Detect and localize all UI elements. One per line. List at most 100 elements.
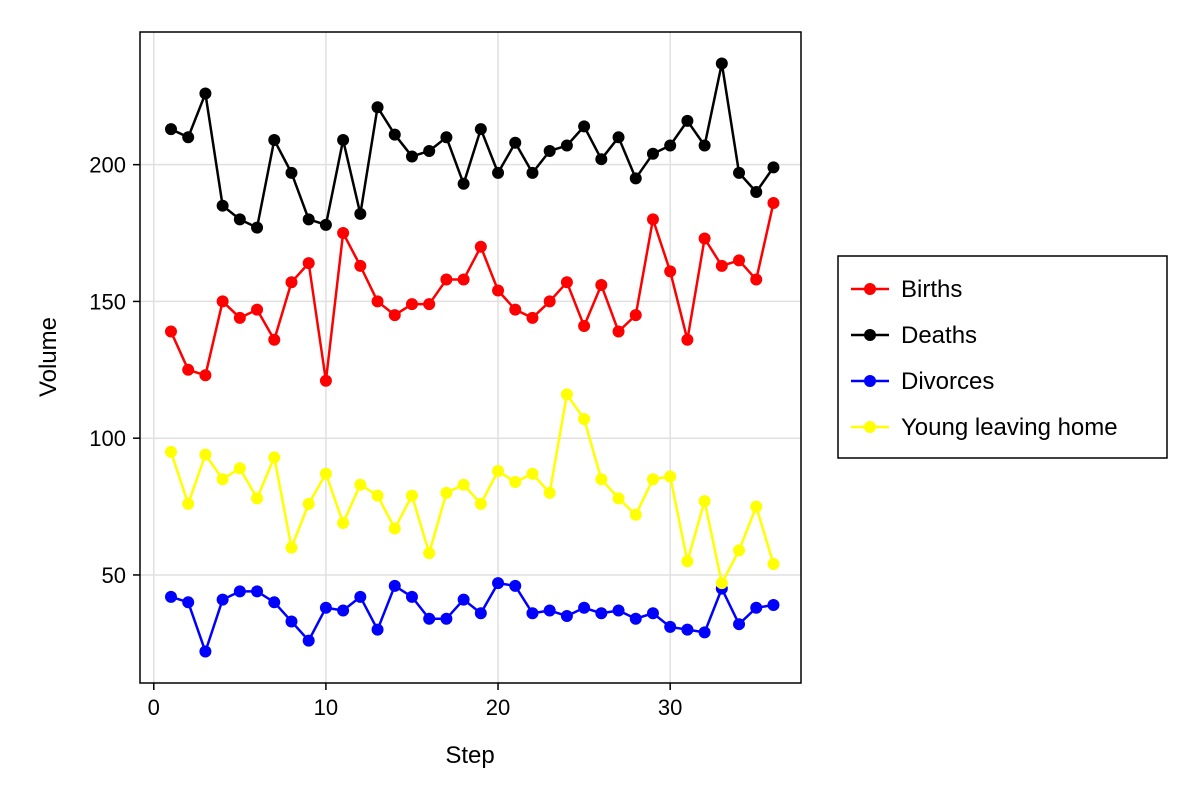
data-point-births (457, 273, 470, 286)
x-axis-ticks: 0 10 20 30 (148, 683, 682, 720)
data-point-deaths (233, 213, 246, 226)
data-point-births (474, 240, 487, 253)
data-point-young-leaving-home (268, 451, 281, 464)
data-point-young-leaving-home (474, 497, 487, 510)
data-point-deaths (612, 131, 625, 144)
data-point-births (526, 311, 539, 324)
data-point-births (371, 295, 384, 308)
legend-label: Divorces (901, 368, 994, 395)
data-point-young-leaving-home (199, 448, 212, 461)
data-point-deaths (560, 139, 573, 152)
data-point-divorces (509, 579, 522, 592)
data-point-births (664, 265, 677, 278)
data-point-young-leaving-home (216, 473, 229, 486)
legend-item-deaths: Deaths (851, 322, 977, 349)
series-divorces (164, 577, 780, 658)
data-point-deaths (388, 128, 401, 141)
data-point-births (164, 325, 177, 338)
legend-label: Deaths (901, 322, 977, 349)
data-point-births (767, 196, 780, 209)
data-point-young-leaving-home (509, 475, 522, 488)
data-point-divorces (578, 601, 591, 614)
data-point-young-leaving-home (560, 388, 573, 401)
data-point-births (750, 273, 763, 286)
data-point-divorces (354, 590, 367, 603)
data-point-births (440, 273, 453, 286)
data-point-deaths (302, 213, 315, 226)
data-point-deaths (337, 134, 350, 147)
data-point-divorces (319, 601, 332, 614)
data-point-young-leaving-home (319, 467, 332, 480)
data-point-deaths (646, 147, 659, 160)
data-point-births (199, 369, 212, 382)
data-point-births (492, 284, 505, 297)
data-point-divorces (733, 618, 746, 631)
data-point-births (595, 279, 608, 292)
legend-swatch-marker (864, 329, 876, 341)
data-point-divorces (302, 634, 315, 647)
data-point-births (388, 309, 401, 322)
data-point-divorces (595, 607, 608, 620)
legend-item-divorces: Divorces (851, 368, 994, 395)
data-point-divorces (612, 604, 625, 617)
data-point-births (216, 295, 229, 308)
y-tick-label: 100 (89, 426, 126, 451)
legend-swatch-marker (864, 375, 876, 387)
data-point-divorces (233, 585, 246, 598)
data-point-divorces (526, 607, 539, 620)
data-point-deaths (405, 150, 418, 163)
data-point-births (646, 213, 659, 226)
data-point-young-leaving-home (440, 486, 453, 499)
data-point-divorces (560, 609, 573, 622)
data-point-divorces (767, 599, 780, 612)
data-point-divorces (543, 604, 556, 617)
x-tick-label: 20 (486, 695, 510, 720)
data-point-births (182, 363, 195, 376)
data-point-deaths (182, 131, 195, 144)
data-point-divorces (664, 620, 677, 633)
data-point-young-leaving-home (595, 473, 608, 486)
data-point-divorces (337, 604, 350, 617)
data-point-deaths (733, 166, 746, 179)
data-point-young-leaving-home (388, 522, 401, 535)
data-point-young-leaving-home (164, 445, 177, 458)
data-point-deaths (199, 87, 212, 100)
y-tick-label: 200 (89, 153, 126, 178)
data-point-deaths (285, 166, 298, 179)
series-layer (164, 57, 780, 658)
legend-label: Births (901, 276, 962, 303)
data-point-births (560, 276, 573, 289)
y-tick-label: 150 (89, 289, 126, 314)
data-point-births (319, 374, 332, 387)
data-point-young-leaving-home (337, 516, 350, 529)
data-point-divorces (268, 596, 281, 609)
y-axis-label: Volume (35, 317, 62, 397)
data-point-deaths (216, 199, 229, 212)
data-point-young-leaving-home (612, 492, 625, 505)
data-point-births (302, 257, 315, 270)
data-point-young-leaving-home (750, 500, 763, 513)
data-point-deaths (492, 166, 505, 179)
series-births (164, 196, 780, 387)
legend-box (837, 255, 1168, 459)
series-line-young-leaving-home (169, 393, 775, 585)
data-point-divorces (216, 593, 229, 606)
data-point-divorces (629, 612, 642, 625)
grid (140, 32, 801, 683)
data-point-births (733, 254, 746, 267)
data-point-births (285, 276, 298, 289)
data-point-divorces (457, 593, 470, 606)
data-point-young-leaving-home (543, 486, 556, 499)
data-point-deaths (715, 57, 728, 70)
data-point-deaths (319, 218, 332, 231)
data-point-deaths (440, 131, 453, 144)
data-point-births (268, 333, 281, 346)
data-point-young-leaving-home (681, 555, 694, 568)
data-point-deaths (251, 221, 264, 234)
data-point-deaths (664, 139, 677, 152)
data-point-young-leaving-home (646, 473, 659, 486)
data-point-divorces (440, 612, 453, 625)
data-point-young-leaving-home (733, 544, 746, 557)
data-point-young-leaving-home (371, 489, 384, 502)
